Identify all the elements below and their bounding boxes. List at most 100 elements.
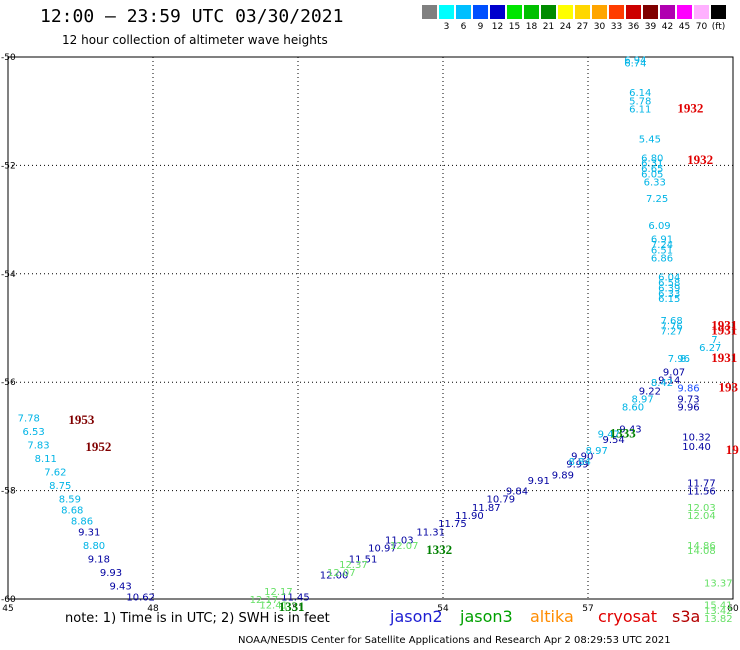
wave-height-label: 7. [711,335,721,346]
wave-height-label: 12.00 [320,571,349,582]
y-tick-label: -60 [1,595,16,605]
y-tick-label: -56 [1,378,16,388]
wave-height-label: 6.15 [658,294,680,305]
wave-height-label: 11.51 [349,554,378,565]
wave-height-label: 6.33 [644,178,666,189]
wave-height-label: 6.04 [658,273,680,284]
wave-height-label: 6.80 [641,153,663,164]
scale-label: 18 [525,22,538,32]
wave-height-label: 6.05 [641,170,663,181]
wave-height-label: 6.53 [23,427,45,438]
wave-height-label: 8.68 [61,506,83,517]
wave-height-label: 6.58 [658,278,680,289]
scale-label: 36 [627,22,640,32]
wave-height-label: 6.91 [651,235,673,246]
wave-height-label: 8.86 [71,516,93,527]
wave-height-label: 14.08 [687,546,716,557]
pass-number-label: 1952 [85,439,111,454]
wave-height-label: 12.41 [259,600,288,611]
pass-number-label: 1332 [426,542,452,557]
wave-height-label: 7.62 [44,468,66,479]
wave-height-label: 14.86 [687,541,716,552]
scale-swatch [592,5,607,19]
scale-swatch [711,5,726,19]
wave-height-label: 9.91 [528,476,550,487]
wave-height-label: 13.37 [704,579,733,590]
wave-height-label: 6.74 [624,58,646,69]
pass-number-label: 1931 [711,317,737,332]
wave-height-label: 12.03 [687,503,716,514]
wave-height-label: 15.41 [704,600,733,611]
y-tick-label: -54 [1,270,16,280]
scale-label: 45 [678,22,691,32]
wave-height-label: 8.60 [622,403,644,414]
wave-height-label: 9.89 [552,470,574,481]
y-tick-label: -50 [1,53,16,63]
wave-height-label: 9.07 [663,367,685,378]
scale-swatch [643,5,658,19]
wave-height-label: 8.80 [83,541,105,552]
pass-number-label: 193 [719,380,739,395]
wave-height-label: 8.11 [35,454,57,465]
x-tick-label: 57 [582,604,593,614]
wave-height-label: 11.87 [472,503,501,514]
scale-swatch [626,5,641,19]
pass-number-label: 1931 [711,323,737,338]
pass-number-label: 19 [726,442,740,457]
wave-height-label: 7.76 [661,321,683,332]
y-tick-label: -52 [1,161,16,171]
scale-swatch [439,5,454,19]
wave-height-label: 9.43 [619,424,641,435]
wave-height-label: 11.56 [687,487,716,498]
wave-height-label: 10.32 [682,432,711,443]
wave-height-label: 12.17 [264,587,293,598]
wave-height-label: 12.07 [390,541,419,552]
wave-height-label: 10.79 [487,495,516,506]
pass-number-label: 1932 [687,152,713,167]
wave-height-label: 5.45 [639,134,661,145]
wave-height-label: 8.97 [586,446,608,457]
wave-height-label: 7.25 [646,194,668,205]
scale-label: 6 [460,22,467,32]
wave-height-label: 7.68 [661,316,683,327]
wave-height-label: 8.59 [59,495,81,506]
wave-height-label: 12.04 [687,511,716,522]
scale-label: 33 [610,22,623,32]
wave-height-label: 7.24 [651,240,673,251]
scale-label: 70 [695,22,708,32]
scale-unit-label: (ft) [711,22,726,32]
wave-height-label: 9.93 [100,568,122,579]
scale-swatch [660,5,675,19]
legend-item-altika: altika [530,607,574,626]
pass-number-label: 1331 [279,599,305,614]
chart-title: 12:00 – 23:59 UTC 03/30/2021 [40,6,344,27]
y-tick-label: -58 [1,487,16,497]
legend-item-jason3: jason3 [460,607,513,626]
scale-label: 24 [559,22,572,32]
wave-height-label: 13.42 [704,606,733,617]
wave-height-label: 9.84 [506,487,528,498]
scale-label: 15 [508,22,521,32]
wave-height-label: 12.07 [327,568,356,579]
wave-height-label: 11.90 [455,511,484,522]
pass-number-label: 1931 [711,350,737,365]
plot-frame [7,56,734,600]
wave-height-label: 5.78 [629,96,651,107]
scale-swatch [456,5,471,19]
scale-swatch [575,5,590,19]
wave-height-label: 8.84 [569,457,591,468]
chart-marks: 9.079.149.229.439.549.909.999.899.919.84… [18,56,740,625]
wave-height-label: 6.33 [658,289,680,300]
x-tick-label: 51 [292,604,303,614]
scale-label: 21 [542,22,555,32]
wave-height-label: 9.86 [677,384,699,395]
wave-height-label: 11.03 [385,535,414,546]
scale-swatch [422,5,437,19]
wave-height-label: 11.31 [416,527,445,538]
wave-height-label: 6.14 [629,88,651,99]
wave-height-label: 10.97 [368,544,397,555]
wave-height-label: 6.09 [648,221,670,232]
scale-label: 39 [644,22,657,32]
